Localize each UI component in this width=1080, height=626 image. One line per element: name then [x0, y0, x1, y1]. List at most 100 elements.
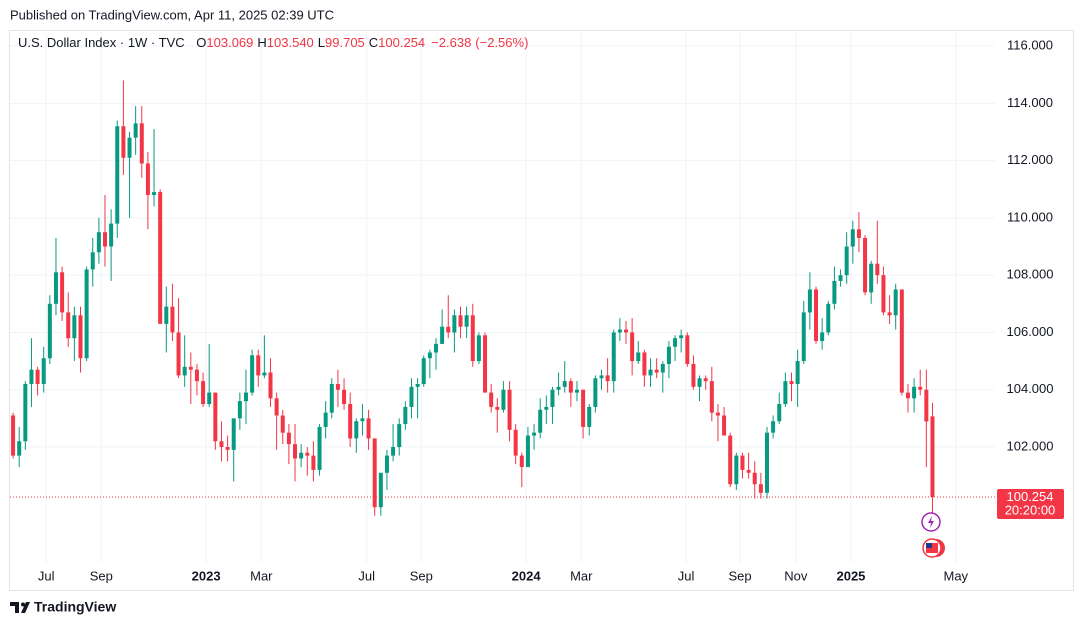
brand-name: TradingView	[34, 599, 116, 615]
candle-body	[201, 381, 206, 405]
candle-body	[507, 389, 512, 430]
candle-body	[384, 455, 389, 473]
candle-body	[127, 137, 132, 158]
ohlc-value: 103.540	[267, 35, 314, 50]
candle-body	[415, 383, 420, 387]
candle-body	[636, 352, 641, 362]
candle-body	[525, 435, 530, 468]
candle-body	[611, 332, 616, 382]
candle-body	[869, 263, 874, 293]
candle-body	[746, 469, 751, 473]
candle-body	[697, 378, 702, 387]
candle-body	[550, 389, 555, 407]
candle-body	[250, 355, 255, 393]
ohlc-prefix: C	[369, 35, 378, 50]
candles	[10, 80, 995, 516]
candle-body	[930, 416, 935, 498]
x-tick-label: May	[943, 568, 968, 583]
candle-body	[709, 381, 714, 413]
candle-body	[427, 352, 432, 359]
candle-body	[366, 418, 371, 439]
candle-body	[305, 452, 310, 456]
candle-body	[740, 455, 745, 470]
candle-body	[519, 455, 524, 468]
candle-body	[881, 275, 886, 313]
y-tick-label: 108.000	[1007, 267, 1054, 282]
candle-body	[440, 326, 445, 344]
last-price-label: 100.254	[1007, 489, 1054, 504]
candle-body	[673, 338, 678, 347]
candle-body	[237, 401, 242, 419]
candle-body	[685, 335, 690, 364]
candle-body	[581, 389, 586, 427]
candle-body	[274, 398, 279, 416]
candle-body	[826, 303, 831, 333]
candle-body	[397, 424, 402, 448]
published-note: Published on TradingView.com, Apr 11, 20…	[10, 7, 334, 22]
candle-body	[820, 332, 825, 342]
candle-body	[556, 386, 561, 390]
candle-body	[734, 455, 739, 485]
candle-body	[617, 329, 622, 333]
candle-body	[562, 381, 567, 387]
candle-body	[90, 252, 95, 270]
candle-body	[458, 315, 463, 327]
symbol-title: U.S. Dollar Index · 1W · TVC	[18, 35, 185, 50]
candle-body	[41, 358, 46, 384]
candle-body	[158, 192, 163, 324]
candle-body	[476, 335, 481, 362]
ohlc-prefix: H	[257, 35, 266, 50]
candle-body	[360, 418, 365, 422]
candle-body	[807, 289, 812, 313]
y-tick-label: 104.000	[1007, 381, 1054, 396]
event-icons	[921, 512, 945, 558]
last-price-tag	[997, 489, 1064, 520]
candle-body	[96, 232, 101, 253]
y-tick-label: 102.000	[1007, 438, 1054, 453]
candle-body	[53, 272, 58, 304]
candle-body	[29, 369, 34, 384]
candle-body	[863, 237, 868, 293]
candle-body	[832, 280, 837, 304]
y-tick-label: 112.000	[1007, 152, 1053, 167]
candle-body	[501, 389, 506, 410]
candle-body	[286, 432, 291, 445]
candle-body	[421, 358, 426, 384]
candle-body	[875, 263, 880, 276]
candle-body	[335, 383, 340, 390]
candle-body	[317, 426, 322, 470]
candle-body	[691, 363, 696, 387]
candle-body	[605, 375, 610, 382]
x-tick-label: Sep	[90, 568, 113, 583]
change-value: −2.638	[431, 35, 471, 50]
candle-body	[470, 315, 475, 362]
x-tick-label: 2025	[836, 568, 865, 583]
candle-body	[378, 472, 383, 508]
candle-body	[593, 378, 598, 407]
candle-body	[354, 421, 359, 439]
candle-body	[728, 435, 733, 485]
candle-body	[133, 123, 138, 138]
candle-body	[660, 363, 665, 373]
y-tick-label: 106.000	[1007, 324, 1054, 339]
x-tick-label: 2023	[192, 568, 221, 583]
candle-body	[139, 123, 144, 164]
brand-logo	[10, 602, 30, 613]
candle-body	[182, 366, 187, 376]
candle-body	[35, 369, 40, 384]
candle-body	[176, 332, 181, 376]
ohlc-value: 103.069	[206, 35, 253, 50]
candle-body	[568, 381, 573, 393]
candle-body	[329, 383, 334, 413]
candle-body	[145, 163, 150, 195]
candle-body	[164, 306, 169, 324]
candle-body	[483, 335, 488, 393]
candle-body	[648, 369, 653, 376]
candle-body	[262, 372, 267, 376]
candle-body	[256, 355, 261, 376]
flag-canton	[926, 543, 932, 548]
candle-body	[905, 392, 910, 399]
x-tick-label: Jul	[38, 568, 55, 583]
candle-body	[60, 272, 65, 313]
y-tick-label: 116.000	[1007, 37, 1053, 52]
